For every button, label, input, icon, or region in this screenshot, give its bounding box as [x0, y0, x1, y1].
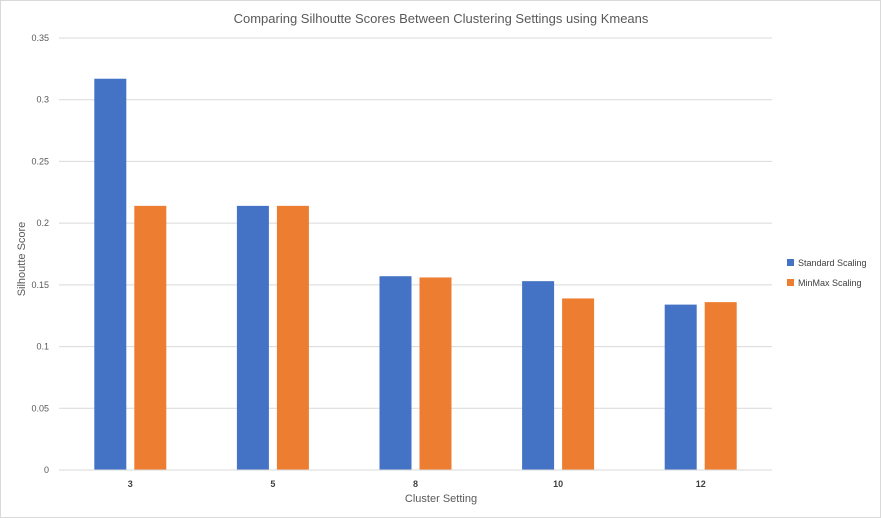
bar-standard-8	[379, 276, 412, 470]
x-tick-label: 3	[128, 479, 133, 489]
y-tick-label: 0.1	[36, 342, 49, 352]
legend-swatch	[787, 279, 794, 286]
x-tick-label: 5	[270, 479, 275, 489]
bar-standard-12	[664, 304, 697, 470]
bar-standard-5	[236, 205, 269, 470]
x-tick-label: 10	[553, 479, 563, 489]
chart-title: Comparing Silhoutte Scores Between Clust…	[234, 11, 649, 26]
x-tick-label: 12	[696, 479, 706, 489]
y-axis-label: Silhoutte Score	[16, 222, 28, 297]
x-axis-label: Cluster Setting	[405, 493, 477, 505]
bar-minmax-12	[704, 302, 737, 470]
bar-minmax-5	[276, 205, 309, 470]
bar-minmax-10	[562, 298, 595, 470]
bar-standard-10	[522, 281, 555, 470]
legend-label: MinMax Scaling	[798, 278, 862, 288]
bar-standard-3	[94, 78, 127, 470]
legend-swatch	[787, 259, 794, 266]
y-tick-labels: 0 0.05 0.1 0.15 0.2 0.25 0.3 0.35	[31, 33, 49, 475]
y-tick-label: 0.05	[31, 403, 49, 413]
y-tick-label: 0.2	[36, 218, 49, 228]
y-tick-label: 0.35	[31, 33, 49, 43]
bar-minmax-8	[419, 277, 452, 470]
legend: Standard Scaling MinMax Scaling	[787, 258, 867, 288]
y-tick-label: 0.3	[36, 95, 49, 105]
x-tick-labels: 3 5 8 10 12	[128, 479, 706, 489]
y-tick-label: 0.15	[31, 280, 49, 290]
bars	[94, 78, 737, 470]
gridlines	[59, 37, 772, 409]
y-tick-label: 0	[44, 465, 49, 475]
bar-minmax-3	[134, 205, 167, 470]
y-tick-label: 0.25	[31, 156, 49, 166]
legend-label: Standard Scaling	[798, 258, 867, 268]
x-tick-label: 8	[413, 479, 418, 489]
